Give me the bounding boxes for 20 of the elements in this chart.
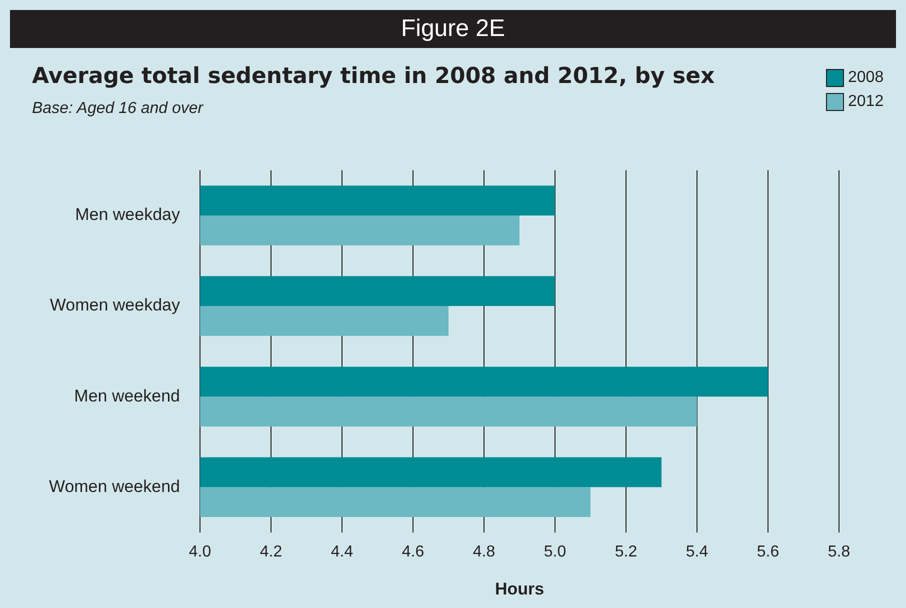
y-tick-label: Women weekday — [50, 296, 180, 315]
legend-label: 2012 — [848, 93, 884, 111]
y-tick-label: Men weekday — [75, 205, 180, 224]
x-tick-label: 5.0 — [544, 543, 566, 560]
x-tick-label: 5.4 — [686, 543, 708, 560]
chart-title: Average total sedentary time in 2008 and 2012, by sex — [32, 64, 715, 89]
x-tick-label: 5.2 — [614, 543, 638, 560]
legend-label: 2008 — [848, 69, 884, 87]
x-tick-label: 5.8 — [828, 543, 850, 560]
y-tick-label: Men weekend — [74, 386, 180, 406]
x-tick-label: 4.8 — [472, 543, 496, 560]
chart-subtitle: Base: Aged 16 and over — [32, 100, 204, 118]
x-tick-label: 4.6 — [402, 543, 424, 560]
x-tick-label: 4.0 — [188, 543, 212, 560]
x-axis-title: Hours — [494, 579, 544, 598]
y-tick-label: Women weekend — [48, 476, 180, 496]
x-tick-label: 4.2 — [260, 543, 282, 560]
caption: Figure 2E — [10, 10, 896, 48]
x-tick-label: 5.6 — [756, 543, 780, 560]
x-tick-label: 4.4 — [330, 543, 354, 560]
